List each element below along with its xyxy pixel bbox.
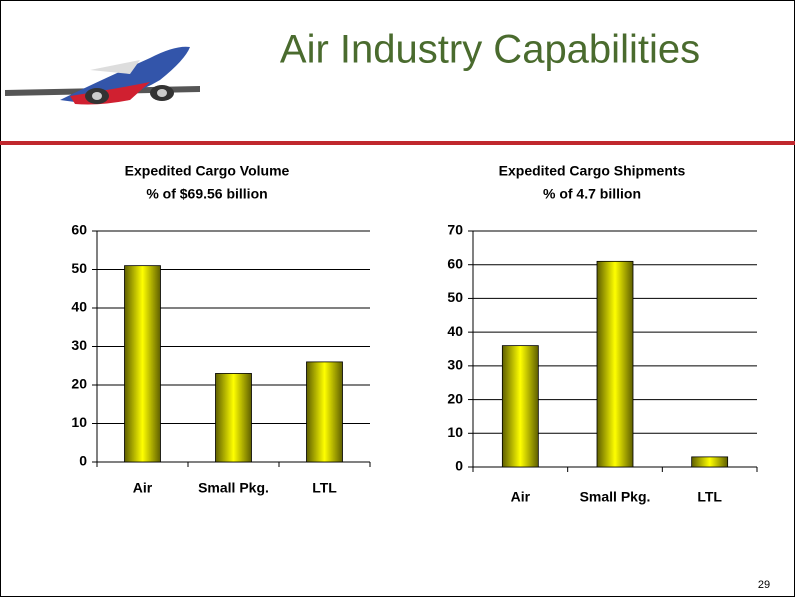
chart-subtitle: % of $69.56 billion bbox=[146, 186, 267, 202]
bar bbox=[306, 361, 343, 463]
page-number: 29 bbox=[758, 579, 770, 591]
bar bbox=[215, 373, 252, 463]
bar bbox=[691, 456, 729, 468]
y-tick-label: 20 bbox=[71, 376, 87, 392]
y-tick-label: 60 bbox=[447, 255, 463, 271]
chart-title: Expedited Cargo Shipments bbox=[499, 163, 686, 179]
x-tick-label: Air bbox=[511, 489, 531, 505]
bar bbox=[596, 260, 634, 468]
y-tick-label: 20 bbox=[447, 390, 463, 406]
y-tick-label: 50 bbox=[447, 289, 463, 305]
bar bbox=[501, 345, 539, 468]
airplane-logo bbox=[5, 46, 200, 105]
bar bbox=[124, 265, 161, 463]
slide-title: Air Industry Capabilities bbox=[280, 28, 700, 72]
x-tick-label: LTL bbox=[312, 480, 337, 496]
y-tick-label: 0 bbox=[455, 458, 463, 474]
x-tick-label: LTL bbox=[697, 489, 722, 505]
y-tick-label: 10 bbox=[447, 424, 463, 440]
x-tick-label: Air bbox=[133, 480, 153, 496]
y-tick-label: 30 bbox=[447, 357, 463, 373]
y-tick-label: 50 bbox=[71, 260, 87, 276]
divider bbox=[0, 141, 795, 145]
chart-title: Expedited Cargo Volume bbox=[125, 163, 290, 179]
y-tick-label: 0 bbox=[79, 453, 87, 469]
x-tick-label: Small Pkg. bbox=[580, 489, 651, 505]
y-tick-label: 70 bbox=[447, 222, 463, 238]
chart-subtitle: % of 4.7 billion bbox=[543, 186, 641, 202]
y-tick-label: 60 bbox=[71, 222, 87, 238]
y-tick-label: 30 bbox=[71, 337, 87, 353]
y-tick-label: 40 bbox=[447, 323, 463, 339]
y-tick-label: 40 bbox=[71, 299, 87, 315]
x-tick-label: Small Pkg. bbox=[198, 480, 269, 496]
y-tick-label: 10 bbox=[71, 414, 87, 430]
